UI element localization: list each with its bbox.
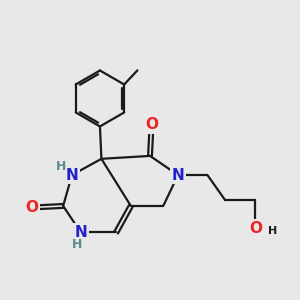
Text: N: N [172, 167, 184, 182]
Text: O: O [145, 118, 158, 133]
Text: O: O [250, 220, 262, 236]
Text: H: H [72, 238, 83, 251]
Text: O: O [26, 200, 39, 215]
Text: H: H [56, 160, 66, 173]
Text: N: N [74, 225, 87, 240]
Text: H: H [268, 226, 278, 236]
Text: N: N [66, 167, 78, 182]
